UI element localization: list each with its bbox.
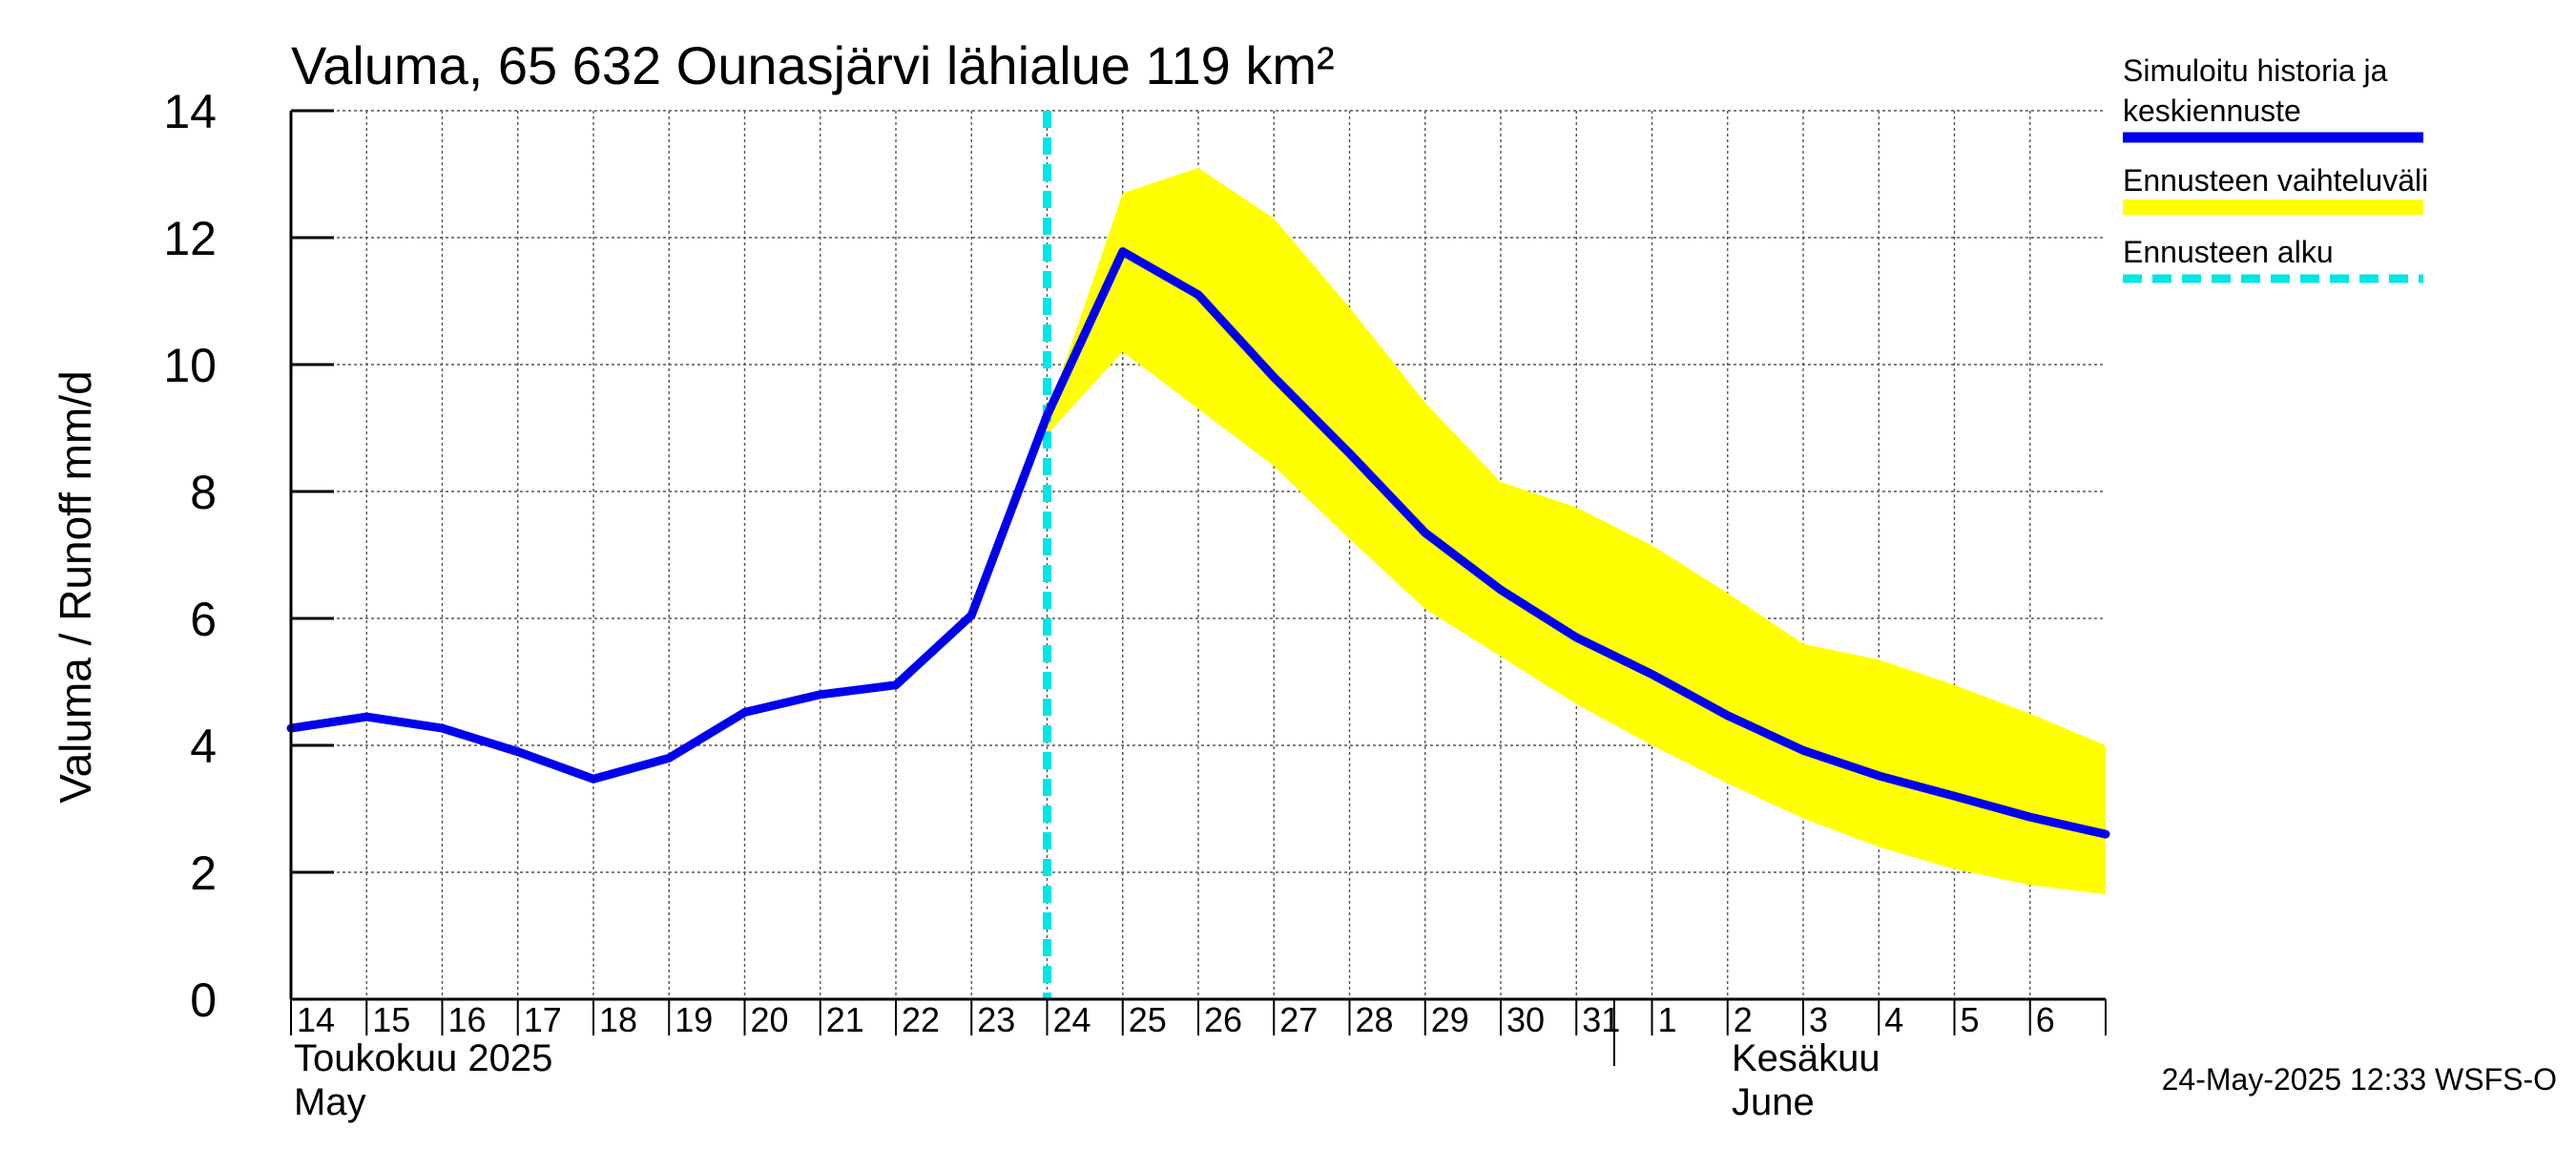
x-tick-label: 2 (1734, 1000, 1753, 1039)
mean-forecast-line (286, 247, 2110, 839)
x-tick-label: 27 (1279, 1000, 1318, 1039)
legend-mean-label-line2: keskiennuste (2123, 94, 2301, 128)
y-tick-label: 10 (163, 339, 217, 392)
forecast-range-band (1047, 167, 2106, 895)
x-tick-label: 23 (977, 1000, 1015, 1039)
y-tick-label: 4 (190, 720, 217, 773)
legend: Simuloitu historia ja keskiennuste Ennus… (2123, 53, 2428, 283)
month-label-june-en: June (1732, 1081, 1815, 1123)
y-tick-label: 2 (190, 847, 217, 900)
x-tick-label: 31 (1582, 1000, 1620, 1039)
x-tick-label: 26 (1204, 1000, 1242, 1039)
timestamp: 24-May-2025 12:33 WSFS-O (2162, 1062, 2557, 1097)
x-tick-label: 6 (2036, 1000, 2055, 1039)
x-tick-label: 19 (675, 1000, 713, 1039)
chart-title: Valuma, 65 632 Ounasjärvi lähialue 119 k… (291, 35, 1335, 95)
axis-layer (289, 109, 2107, 1066)
x-tick-label: 1 (1658, 1000, 1677, 1039)
y-tick-label: 6 (190, 593, 217, 646)
x-tick-label: 25 (1129, 1000, 1167, 1039)
x-tick-label: 4 (1884, 1000, 1903, 1039)
forecast-band-layer (1047, 167, 2106, 895)
legend-mean-label-line1: Simuloitu historia ja (2123, 53, 2388, 88)
x-tick-label: 28 (1356, 1000, 1394, 1039)
y-tick-label: 0 (190, 973, 217, 1027)
x-tick-label: 17 (524, 1000, 562, 1039)
x-tick-label: 16 (448, 1000, 487, 1039)
legend-band-label: Ennusteen vaihteluväli (2123, 163, 2428, 198)
month-label-june-fi: Kesäkuu (1732, 1037, 1880, 1079)
x-tick-label: 15 (372, 1000, 410, 1039)
month-label-may-fi: Toukokuu 2025 (294, 1037, 552, 1079)
x-tick-label: 24 (1053, 1000, 1091, 1039)
x-tick-label: 5 (1961, 1000, 1980, 1039)
x-tick-label: 18 (599, 1000, 637, 1039)
x-tick-label: 14 (297, 1000, 335, 1039)
y-tick-labels: 0 2 4 6 8 10 12 14 (163, 85, 217, 1027)
month-labels: Toukokuu 2025 May Kesäkuu June (294, 1037, 1880, 1123)
legend-forecast-start-label: Ennusteen alku (2123, 235, 2334, 269)
mean-line-layer (286, 247, 2110, 839)
y-tick-label: 12 (163, 212, 217, 265)
y-axis-label: Valuma / Runoff mm/d (51, 370, 100, 803)
x-tick-label: 22 (902, 1000, 940, 1039)
month-label-may-en: May (294, 1081, 366, 1123)
y-tick-label: 8 (190, 466, 217, 519)
x-tick-label: 29 (1431, 1000, 1469, 1039)
y-tick-label: 14 (163, 85, 217, 138)
x-tick-label: 21 (826, 1000, 864, 1039)
x-tick-labels: 14 15 16 17 18 19 20 21 22 23 24 25 26 27 28 29 30 31 1 2 3 4… (297, 1000, 2055, 1039)
x-tick-label: 20 (751, 1000, 789, 1039)
x-tick-label: 30 (1506, 1000, 1545, 1039)
x-tick-label: 3 (1809, 1000, 1828, 1039)
